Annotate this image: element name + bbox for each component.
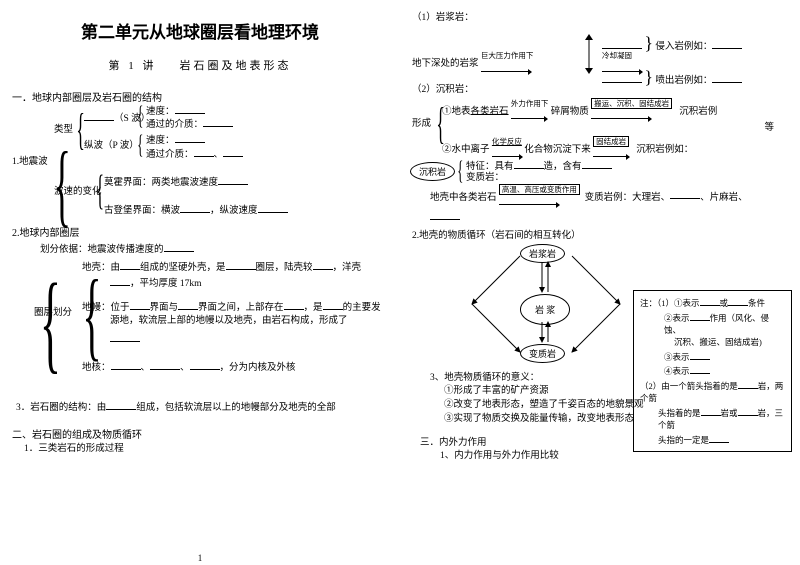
section-ii-1: 1．三类岩石的形成过程 [24,443,388,457]
page-number: 1 [198,553,203,563]
section-1-heading: 一．地球内部圈层及岩石圈的结构 [12,89,388,104]
seismic-label: 1.地震波 [12,156,48,170]
r1: （1）岩浆岩： [412,12,788,26]
s-wave: （S 波） [114,114,150,124]
r-h2: 2.地壳的物质循环（岩石间的相互转化） [412,230,788,244]
brace-icon: { [457,158,463,184]
brace-icon: { [40,267,61,377]
cycle-arrows-icon [462,244,632,364]
speed-change: 波速的变化 [54,186,102,200]
brace-icon: { [53,138,71,230]
basis: 划分依据：地震波传播速度的 [40,245,164,255]
left-column: 第二单元从地球圈层看地理环境 第 1 讲 岩石圈及地表形态 一．地球内部圈层及岩… [0,0,400,565]
lecture-subtitle: 第 1 讲 岩石圈及地表形态 [12,57,388,73]
guten: 古登堡界面：横波 [104,206,180,216]
split-arrow-icon [582,32,596,76]
p-wave: 纵波（P 波） [84,140,139,154]
medium-label-2: 通过介质： [146,150,194,160]
right-column: （1）岩浆岩： 地下深处的岩浆 巨大压力作用下 } 侵入岩例如： 冷却凝固 [400,0,800,565]
subtitle-main: 岩石圈及地表形态 [180,60,292,72]
guten2: ，纵波速度 [210,206,258,216]
note-box: 注：（1）①表示或条件 ②表示作用（风化、侵蚀、 沉积、搬运、固结成岩) ③表示… [633,290,792,452]
moho: 莫霍界面：两类地震波速度 [104,178,218,188]
unit-title: 第二单元从地球圈层看地理环境 [12,18,388,43]
speed-label-2: 速度： [146,136,175,146]
section-ii: 二、岩石圈的组成及物质循环 [12,426,388,441]
subtitle-prefix: 第 1 讲 [109,60,157,72]
layers-label: 圈层划分 [34,307,72,321]
section-3: 3．岩石圈的结构：由 [16,403,106,413]
oval-sediment: 沉积岩 [410,162,455,181]
medium-label: 通过的介质： [146,120,203,130]
rock-cycle-diagram: 岩浆岩 岩 浆 变质岩 [462,244,632,364]
type-label: 类型 [54,124,73,138]
